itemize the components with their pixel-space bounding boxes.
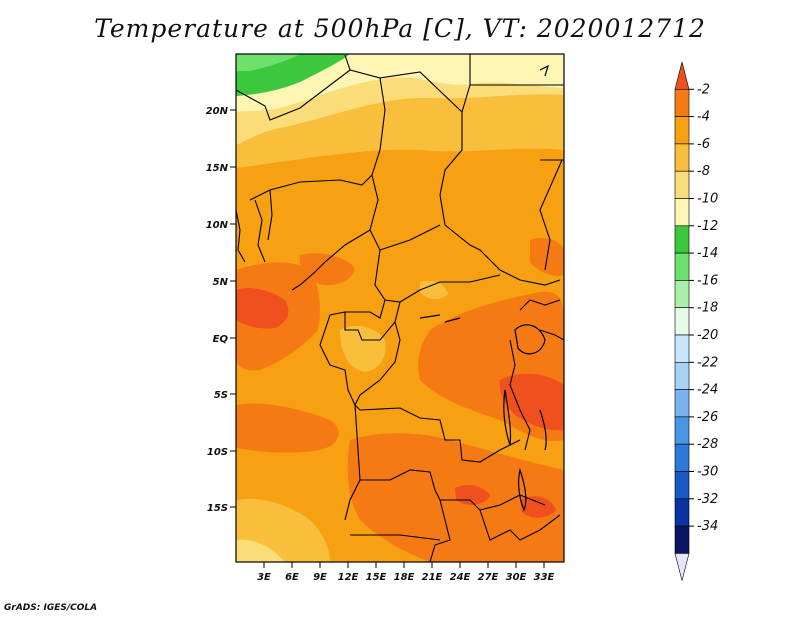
colorbar-segment (674, 143, 690, 172)
lon-tick-label: 18E (394, 572, 415, 583)
lon-tick-label: 30E (506, 572, 527, 583)
lon-tick-label: 21E (422, 572, 443, 583)
lon-tick-label: 9E (313, 572, 327, 583)
colorbar-segment (674, 389, 690, 418)
lakes (419, 64, 549, 512)
colorbar-segment (674, 307, 690, 336)
colorbar-label: -30 (697, 465, 718, 480)
lat-axis: 20N 15N 10N 5N EQ 5S 10S 15S (206, 106, 236, 514)
lon-tick-label: 12E (338, 572, 359, 583)
colorbar-label: -6 (697, 137, 710, 152)
colorbar-label: -14 (697, 246, 718, 261)
lat-tick-label: 15S (207, 503, 228, 514)
lon-tick-label: 27E (478, 572, 499, 583)
lat-tick-label: 20N (206, 106, 229, 117)
country-borders (236, 54, 564, 562)
colorbar-segment (674, 170, 690, 199)
lon-tick-label: 33E (534, 572, 555, 583)
colorbar-label: -26 (697, 410, 718, 425)
colorbar: -2 -4 -6 -8 -10 -12 -14 -16 -18 -20 -22 -24 -26 -28 -3… (674, 61, 718, 581)
lat-tick-label: 10N (206, 220, 229, 231)
colorbar-label: -32 (697, 492, 718, 507)
grads-credit: GrADS: IGES/COLA (4, 603, 98, 613)
lat-tick-label: 5N (213, 277, 229, 288)
colorbar-segment (674, 225, 690, 254)
lon-tick-label: 6E (285, 572, 299, 583)
temperature-field (236, 54, 564, 562)
colorbar-label: -4 (697, 110, 710, 125)
colorbar-segment (674, 471, 690, 500)
colorbar-label: -24 (697, 383, 718, 398)
colorbar-segment (674, 89, 690, 117)
colorbar-segment (674, 61, 690, 90)
colorbar-segment (674, 525, 690, 554)
lon-tick-label: 15E (366, 572, 387, 583)
lon-tick-label: 3E (257, 572, 271, 583)
colorbar-label: -10 (697, 192, 718, 207)
colorbar-label: -2 (697, 82, 710, 97)
colorbar-segment (674, 280, 690, 308)
lat-tick-label: 15N (206, 163, 229, 174)
colorbar-label: -8 (697, 164, 710, 179)
colorbar-segment (674, 252, 690, 281)
colorbar-segment (674, 334, 690, 363)
colorbar-label: -18 (697, 301, 718, 316)
lon-axis: 3E 6E 9E 12E 15E 18E 21E 24E 27E 30E 33E (257, 562, 555, 583)
lat-tick-label: 10S (207, 447, 228, 458)
colorbar-segment (674, 116, 690, 145)
colorbar-label: -16 (697, 273, 718, 288)
colorbar-label: -22 (697, 355, 718, 370)
colorbar-segment (674, 416, 690, 445)
map-title: Temperature at 500hPa [C], VT: 202001271… (94, 14, 706, 43)
colorbar-segment (674, 443, 690, 472)
colorbar-label: -34 (697, 519, 718, 534)
colorbar-label: -28 (697, 437, 718, 452)
colorbar-segment (674, 361, 690, 390)
lat-tick-label: EQ (213, 334, 229, 345)
colorbar-label: -20 (697, 328, 718, 343)
lat-tick-label: 5S (214, 390, 228, 401)
colorbar-label: -12 (697, 219, 718, 234)
colorbar-segment (674, 553, 690, 581)
colorbar-segment (674, 198, 690, 227)
plot-frame (235, 53, 565, 563)
lon-tick-label: 24E (450, 572, 471, 583)
colorbar-segment (674, 498, 690, 527)
